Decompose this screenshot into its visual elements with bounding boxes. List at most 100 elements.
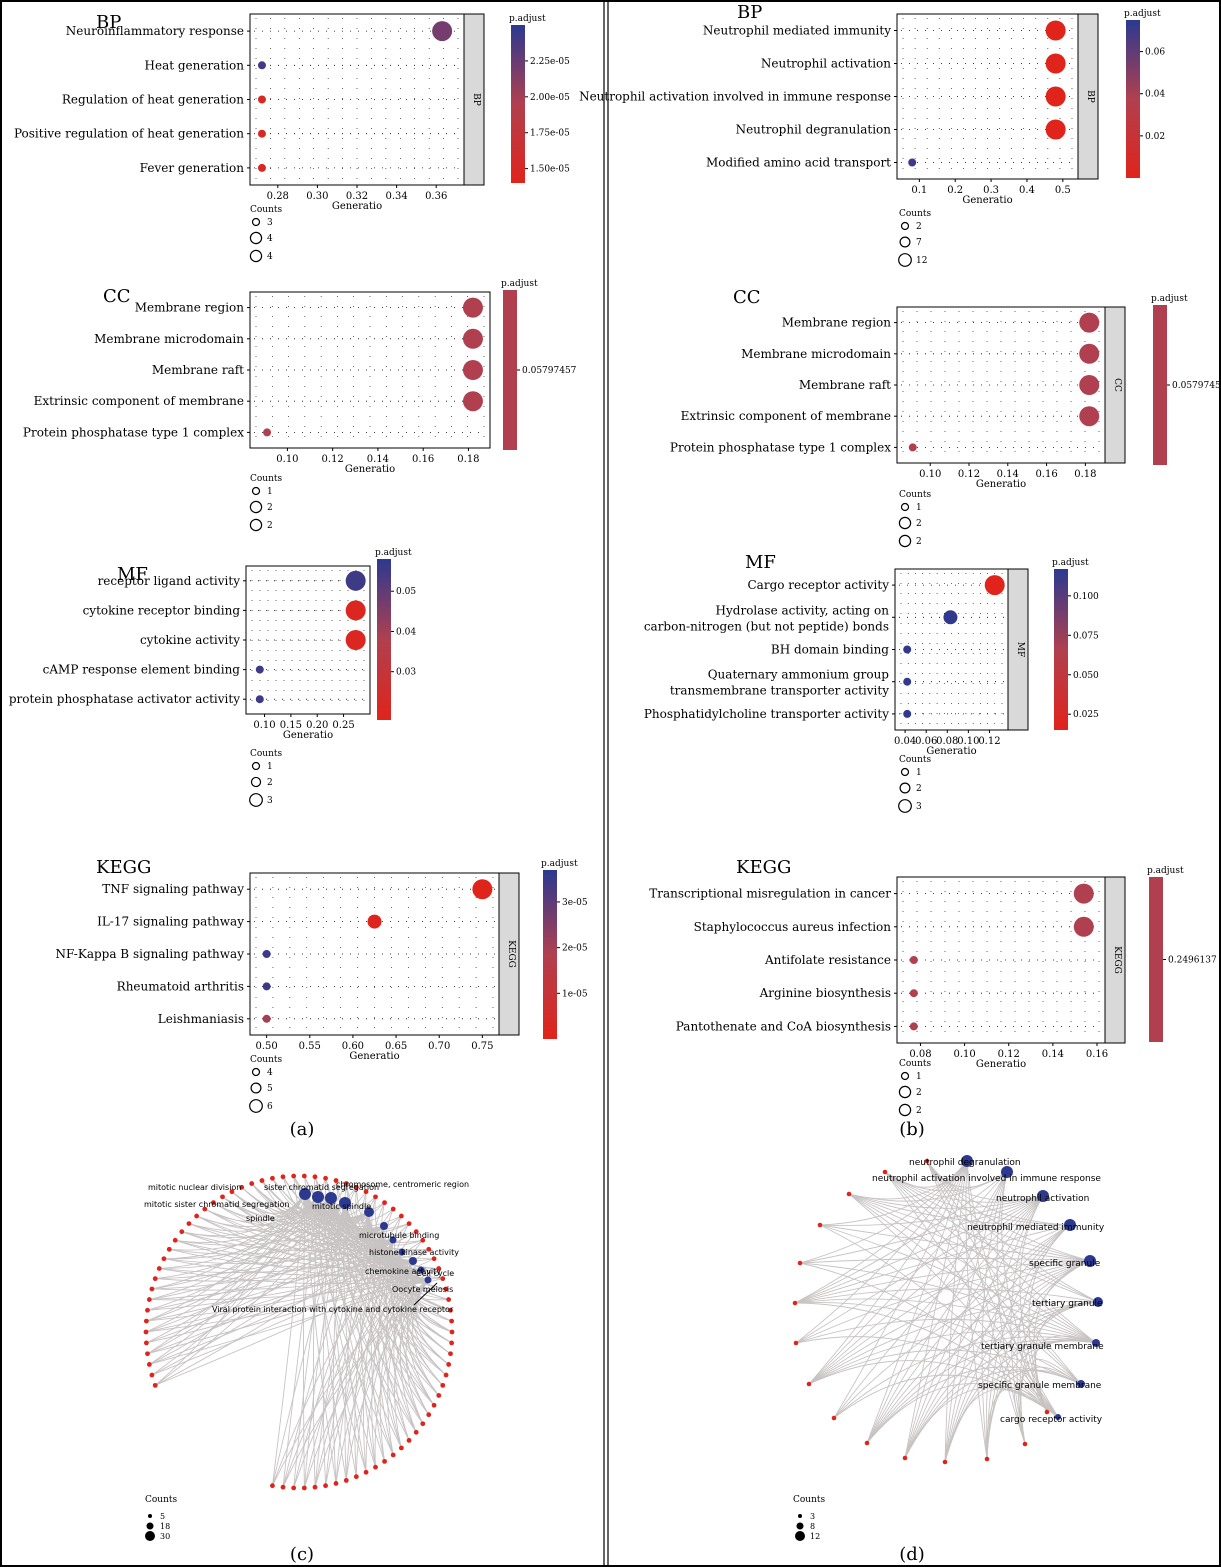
x-axis-label: Generatio bbox=[926, 746, 976, 757]
size-legend-label: 3 bbox=[916, 802, 922, 812]
size-legend-circle bbox=[898, 1103, 912, 1117]
data-point bbox=[262, 950, 271, 958]
gene-node bbox=[406, 1221, 412, 1226]
gene-node bbox=[449, 1329, 455, 1335]
x-axis-label: Generatio bbox=[349, 1051, 399, 1062]
x-tick-label: 0.60 bbox=[342, 1041, 364, 1052]
network-edge bbox=[866, 1260, 1091, 1444]
y-tick-label: Membrane microdomain bbox=[741, 347, 891, 361]
network-label: neutrophil activation involved in immune… bbox=[872, 1174, 1101, 1184]
colorbar-title: p.adjust bbox=[509, 14, 546, 24]
data-point bbox=[908, 158, 917, 167]
y-tick-label: Leishmaniasis bbox=[158, 1012, 244, 1026]
network-edge bbox=[303, 1193, 306, 1488]
network-edge bbox=[819, 1160, 968, 1226]
gene-node bbox=[382, 1458, 387, 1464]
gene-node bbox=[172, 1237, 178, 1243]
data-point bbox=[903, 677, 912, 686]
chart-title: BP bbox=[737, 2, 762, 23]
network-edge bbox=[795, 1160, 968, 1344]
data-point bbox=[257, 129, 266, 138]
plot-panel bbox=[896, 876, 1126, 1044]
data-point bbox=[984, 575, 1005, 596]
y-tick-label: Neutrophil degranulation bbox=[736, 123, 892, 137]
colorbar-tick-label: 1.50e-05 bbox=[530, 165, 570, 175]
gene-node bbox=[291, 1173, 297, 1179]
colorbar-tick-label: 0.05 bbox=[396, 587, 416, 597]
size-legend-label: 4 bbox=[267, 1068, 273, 1078]
gene-node bbox=[431, 1256, 437, 1262]
network-edge bbox=[368, 1211, 440, 1396]
y-tick-label: Rheumatoid arthritis bbox=[117, 979, 244, 993]
gene-node bbox=[353, 1184, 359, 1190]
gene-node bbox=[406, 1438, 412, 1443]
network-edge bbox=[794, 1171, 1008, 1304]
facet-strip-label: BP bbox=[1085, 90, 1095, 103]
y-tick-label: Membrane raft bbox=[152, 363, 244, 377]
gene-node bbox=[817, 1222, 823, 1228]
gene-node bbox=[363, 1189, 369, 1195]
facet-strip bbox=[1104, 306, 1126, 464]
data-point bbox=[903, 645, 912, 654]
network-edge bbox=[808, 1195, 1044, 1385]
colorbar bbox=[543, 870, 557, 1039]
x-tick-label: 0.32 bbox=[346, 191, 368, 202]
gene-node bbox=[333, 1481, 339, 1486]
network-edge bbox=[303, 1239, 394, 1489]
gene-node bbox=[1044, 1409, 1050, 1415]
term-node bbox=[325, 1192, 337, 1204]
network-legend-label: 18 bbox=[160, 1522, 170, 1531]
network-edge bbox=[884, 1171, 1071, 1226]
x-tick-label: 0.55 bbox=[299, 1041, 321, 1052]
network-edge bbox=[794, 1288, 1099, 1304]
chart-title: MF bbox=[745, 552, 776, 573]
network-edge bbox=[926, 1160, 1071, 1226]
facet-strip bbox=[463, 13, 485, 186]
network-legend-circle bbox=[796, 1522, 804, 1530]
gene-node bbox=[146, 1362, 152, 1367]
gene-node bbox=[924, 1158, 930, 1164]
y-tick-label: Modified amino acid transport bbox=[706, 156, 891, 170]
data-point bbox=[1073, 883, 1094, 904]
network-edge bbox=[405, 1260, 444, 1386]
chart-title: KEGG bbox=[736, 857, 791, 878]
network-edge bbox=[944, 1160, 968, 1463]
network-legend-circle bbox=[148, 1514, 152, 1518]
gene-node bbox=[373, 1194, 378, 1200]
gene-node bbox=[792, 1300, 798, 1306]
network-edge bbox=[794, 1260, 1091, 1304]
gene-node bbox=[145, 1307, 150, 1313]
chart-title: KEGG bbox=[96, 857, 151, 878]
panel-label-d: (d) bbox=[899, 1544, 925, 1565]
gene-node bbox=[220, 1194, 225, 1200]
gene-node bbox=[166, 1246, 172, 1252]
colorbar bbox=[1149, 877, 1163, 1042]
network-label: tertiary granule membrane bbox=[981, 1342, 1104, 1352]
term-node bbox=[380, 1222, 388, 1230]
network-edge bbox=[370, 1225, 385, 1462]
gene-node bbox=[449, 1318, 455, 1324]
gene-node bbox=[312, 1484, 318, 1490]
network-edge bbox=[344, 1211, 370, 1481]
data-point bbox=[1045, 53, 1066, 74]
x-tick-label: 0.14 bbox=[1042, 1049, 1064, 1060]
gene-node bbox=[363, 1469, 369, 1475]
network-label: spindle bbox=[246, 1214, 275, 1223]
gene-node bbox=[390, 1452, 396, 1458]
network-edge bbox=[293, 1225, 385, 1489]
size-legend-circle bbox=[249, 231, 263, 245]
gene-node bbox=[902, 1455, 908, 1461]
size-legend-circle bbox=[250, 1082, 262, 1094]
size-legend-circle bbox=[249, 500, 263, 514]
network-edge bbox=[363, 1239, 394, 1473]
data-point bbox=[472, 879, 493, 900]
colorbar-tick-label: 0.075 bbox=[1073, 631, 1099, 641]
network-edge bbox=[379, 1260, 414, 1462]
colorbar-tick-label: 0.06 bbox=[1145, 48, 1165, 58]
gene-node bbox=[145, 1351, 150, 1357]
colorbar-tick-label: 0.025 bbox=[1073, 710, 1099, 720]
term-node bbox=[1055, 1414, 1061, 1420]
facet-strip-label: KEGG bbox=[506, 940, 516, 968]
network-edge bbox=[151, 1260, 414, 1376]
